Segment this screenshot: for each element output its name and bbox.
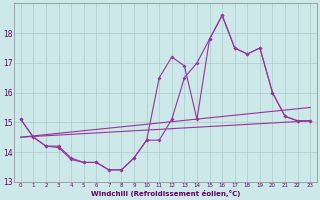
X-axis label: Windchill (Refroidissement éolien,°C): Windchill (Refroidissement éolien,°C) — [91, 190, 240, 197]
